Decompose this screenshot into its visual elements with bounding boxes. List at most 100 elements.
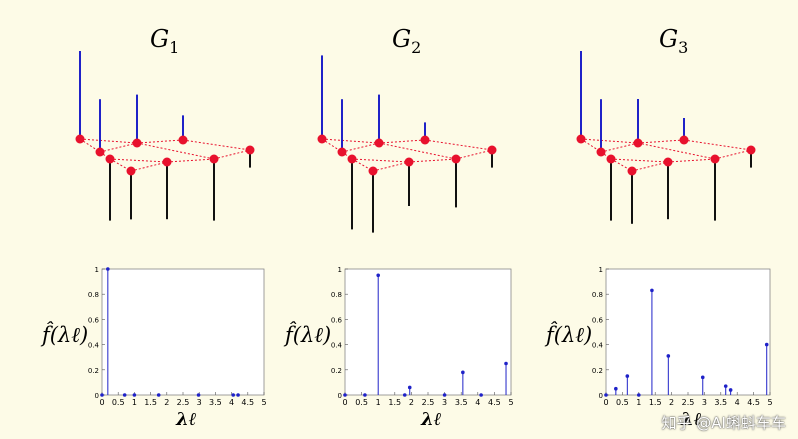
y-tick-label: 1 <box>338 266 342 274</box>
panel-3: G30 0.5 1 1.5 2 2.5 3 3.5 4 4.5 500.20.40.60.81f̂(… <box>544 25 773 430</box>
graph-node <box>627 166 637 176</box>
y-tick-label: 0.8 <box>592 291 603 299</box>
x-tick-label: 5 <box>767 398 772 407</box>
graph-node <box>209 154 219 164</box>
spectrum-point <box>122 393 127 397</box>
graph-edge <box>130 161 168 172</box>
graph-edge <box>341 142 380 153</box>
panel-title: G2 <box>392 25 421 57</box>
x-tick-label: 2 <box>409 398 414 407</box>
graph-edge <box>408 158 457 163</box>
graph-node <box>368 166 378 176</box>
x-tick-label: 2.5 <box>682 398 695 407</box>
graph-edge <box>637 139 685 144</box>
spectrum-point <box>479 393 483 397</box>
x-tick-label: 2 <box>164 398 169 407</box>
spectrum-point <box>100 393 104 397</box>
graph-edge <box>109 158 168 163</box>
x-tick-label: 2.5 <box>422 398 435 407</box>
graph-edge <box>600 142 639 153</box>
panel-title-sub: 3 <box>678 38 688 57</box>
graph-node <box>317 134 327 144</box>
spectrum-point <box>402 393 407 397</box>
x-tick-label: 3 <box>442 398 447 407</box>
x-tick-label: 1 <box>132 398 137 407</box>
panel-title-sub: 1 <box>169 38 179 57</box>
x-tick-label: 1.5 <box>649 398 662 407</box>
panel-title: G3 <box>659 25 688 57</box>
x-tick-label: 4.5 <box>488 398 501 407</box>
graph-node <box>404 157 414 167</box>
y-tick-label: 0 <box>599 392 603 400</box>
graph-node <box>347 154 357 164</box>
x-tick-label: 0.5 <box>112 398 125 407</box>
graph-edge <box>99 142 138 153</box>
spectrum-point <box>343 393 347 397</box>
spectrum-point <box>407 385 412 390</box>
graph-edge <box>213 149 251 160</box>
graph-node <box>451 154 461 164</box>
graph-edge <box>610 158 669 163</box>
graph-edge <box>455 149 493 160</box>
x-tick-label: 4 <box>229 398 234 407</box>
spectrum-point <box>666 354 671 358</box>
graph-node <box>75 134 85 144</box>
graph-node <box>576 134 586 144</box>
y-tick-label: 0.6 <box>592 316 604 324</box>
graph-node <box>606 154 616 164</box>
graph-node <box>126 166 136 176</box>
spectrum-point <box>650 288 654 293</box>
graph-edge <box>79 138 138 144</box>
graph-edge <box>136 142 215 160</box>
x-tick-label: 5 <box>261 398 266 407</box>
y-axis-label: f̂(λℓ) <box>40 322 88 347</box>
graph-edge <box>378 139 426 144</box>
y-tick-label: 0.2 <box>592 367 603 375</box>
graph-node <box>487 145 497 155</box>
spectrum-point <box>637 393 641 397</box>
y-tick-label: 0 <box>95 392 99 400</box>
spectrum-point <box>132 393 137 397</box>
x-tick-label: 4.5 <box>241 398 254 407</box>
panel-2: G20 0.5 1 1.5 2 2.5 3 3.5 4 4.5 500.20.40.60.81f̂(… <box>283 25 514 430</box>
graph-node <box>132 138 142 148</box>
graph-node <box>95 147 105 157</box>
spectrum-point <box>231 393 236 397</box>
y-tick-label: 0.6 <box>88 316 100 324</box>
graph-edge <box>372 161 410 172</box>
graph-node <box>162 157 172 167</box>
graph-node <box>105 154 115 164</box>
panel-title-main: G <box>150 25 169 53</box>
y-tick-label: 0.4 <box>331 342 343 350</box>
panel-title-main: G <box>659 25 678 53</box>
x-tick-label: 1 <box>636 398 641 407</box>
panel-title-main: G <box>392 25 411 53</box>
x-tick-label: 0 <box>342 398 347 407</box>
graph-edge <box>424 139 493 151</box>
spectrum-point <box>442 393 447 397</box>
graph-edge <box>683 139 752 151</box>
y-tick-label: 0.2 <box>88 367 99 375</box>
spectrum-point <box>723 384 728 388</box>
graph-edge <box>714 149 752 160</box>
x-tick-label: 2 <box>669 398 674 407</box>
x-tick-label: 4 <box>735 398 740 407</box>
spectrum-point <box>461 370 465 375</box>
x-tick-label: 4 <box>475 398 480 407</box>
graph-edge <box>378 142 457 160</box>
x-tick-label: 3 <box>702 398 707 407</box>
graph-edge <box>166 158 215 163</box>
graph-node <box>663 157 673 167</box>
x-tick-label: 3 <box>197 398 202 407</box>
y-axis-label: f̂(λℓ) <box>283 322 331 347</box>
y-tick-label: 0.2 <box>331 367 342 375</box>
graph-edge <box>631 161 669 172</box>
graph-edge <box>321 138 380 144</box>
x-tick-label: 0 <box>99 398 104 407</box>
spectrum-point <box>156 393 161 397</box>
graph-edge <box>136 139 184 144</box>
plot-area <box>344 268 512 396</box>
x-tick-label: 5 <box>508 398 513 407</box>
x-tick-label: 0.5 <box>355 398 368 407</box>
spectrum-point <box>106 267 110 271</box>
